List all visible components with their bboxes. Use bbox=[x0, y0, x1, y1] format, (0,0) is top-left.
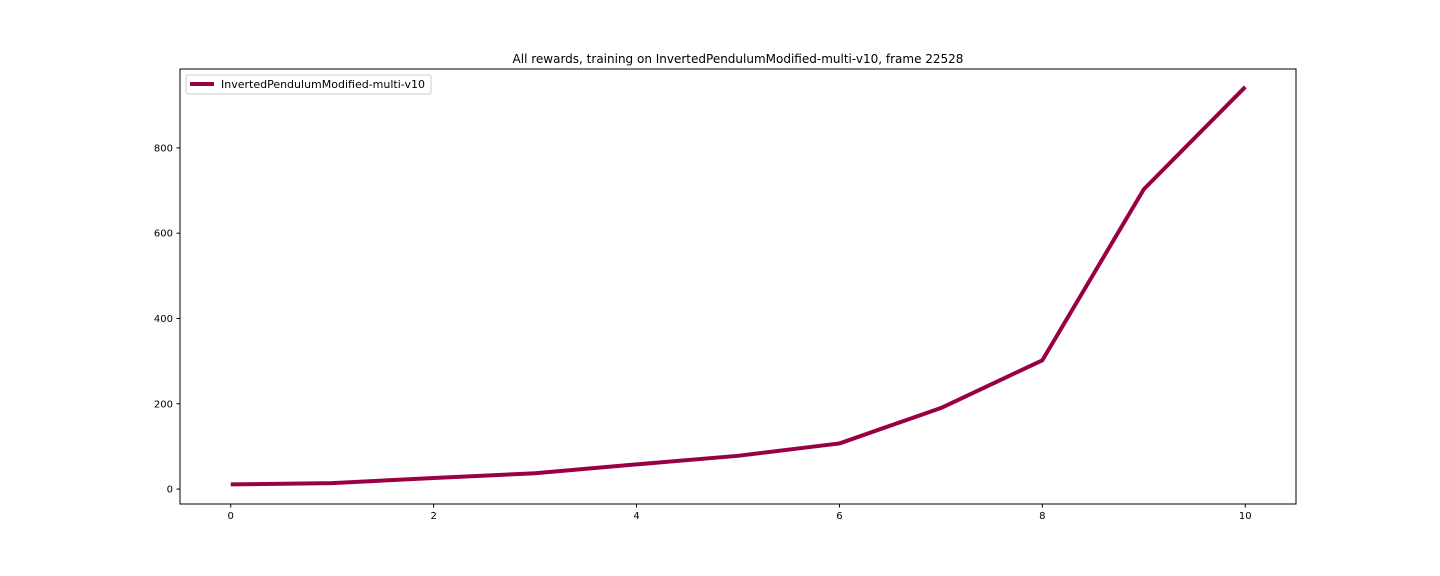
legend: InvertedPendulumModified-multi-v10 bbox=[185, 74, 432, 95]
y-tick-label: 0 bbox=[167, 485, 173, 496]
x-tick-label: 10 bbox=[1239, 511, 1252, 522]
x-tick-label: 6 bbox=[836, 511, 842, 522]
y-tick-label: 800 bbox=[154, 143, 173, 154]
y-tick-label: 400 bbox=[154, 314, 173, 325]
y-tick-label: 200 bbox=[154, 399, 173, 410]
legend-box bbox=[185, 74, 432, 95]
plot-frame bbox=[179, 68, 1297, 505]
x-tick-label: 2 bbox=[430, 511, 436, 522]
y-tick-label: 600 bbox=[154, 229, 173, 240]
plot-area: 0 2 4 6 8 10 0 200 400 600 800 bbox=[154, 85, 1252, 522]
x-tick-label: 4 bbox=[633, 511, 639, 522]
x-tick-label: 0 bbox=[228, 511, 234, 522]
x-tick-label: 8 bbox=[1039, 511, 1045, 522]
legend-label: InvertedPendulumModified-multi-v10 bbox=[221, 78, 425, 91]
chart-title: All rewards, training on InvertedPendulu… bbox=[513, 52, 964, 66]
series-line bbox=[230, 85, 1247, 487]
